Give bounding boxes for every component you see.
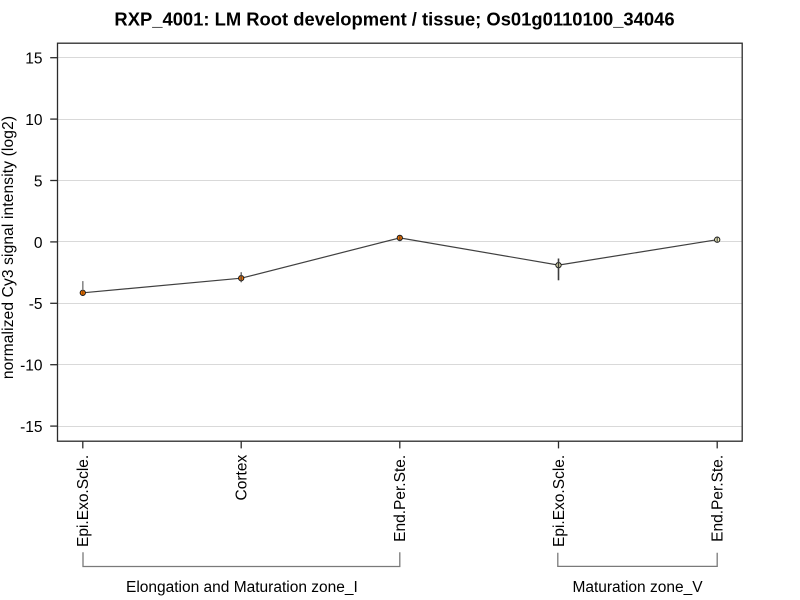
- svg-text:Maturation zone_V: Maturation zone_V: [572, 579, 703, 596]
- svg-text:End.Per.Ste.: End.Per.Ste.: [392, 455, 409, 542]
- svg-text:End.Per.Ste.: End.Per.Ste.: [710, 455, 727, 542]
- svg-text:15: 15: [25, 51, 42, 68]
- svg-text:10: 10: [25, 112, 43, 129]
- svg-text:-10: -10: [20, 358, 43, 375]
- svg-text:RXP_4001: LM Root development: RXP_4001: LM Root development / tissue; …: [114, 9, 674, 30]
- svg-text:-15: -15: [20, 419, 42, 436]
- svg-text:Elongation and Maturation zone: Elongation and Maturation zone_I: [126, 579, 358, 596]
- svg-text:-5: -5: [29, 296, 43, 313]
- svg-text:5: 5: [34, 173, 43, 190]
- svg-text:0: 0: [34, 235, 43, 252]
- svg-text:Epi.Exo.Scle.: Epi.Exo.Scle.: [551, 455, 568, 547]
- svg-text:Epi.Exo.Scle.: Epi.Exo.Scle.: [75, 455, 92, 547]
- svg-text:normalized Cy3 signal intensit: normalized Cy3 signal intensity (log2): [0, 116, 17, 379]
- svg-text:Cortex: Cortex: [234, 455, 251, 501]
